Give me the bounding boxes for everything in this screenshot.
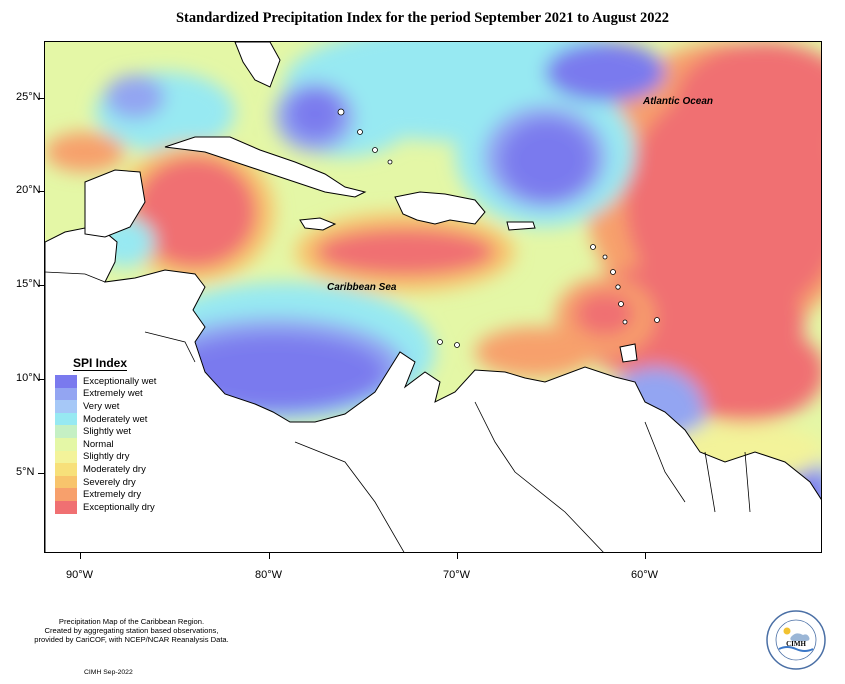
legend-swatch [55,400,77,413]
lat-label-20n: 20°N [16,184,41,196]
legend-swatch [55,463,77,476]
legend-row: Moderately dry [55,463,156,476]
caribbean-sea-label: Caribbean Sea [327,282,397,293]
legend-label: Slightly wet [83,426,132,438]
sun-icon [783,627,791,635]
legend-row: Extremely dry [55,488,156,501]
hispaniola [394,191,486,225]
land-masses [45,42,821,552]
jamaica [299,217,337,231]
lat-label-25n: 25°N [16,91,41,103]
lat-label-5n: 5°N [16,466,35,478]
legend-label: Extremely wet [83,388,143,400]
legend-label: Moderately wet [83,413,148,425]
map-footer: Precipitation Map of the Caribbean Regio… [19,617,244,645]
lat-tick [38,379,44,380]
lon-label-90w: 90°W [66,569,94,581]
lat-tick [38,285,44,286]
footer-line: Created by aggregating station based obs… [44,625,219,635]
legend-swatch [55,450,77,464]
spi-map-canvas: Atlantic Ocean Caribbean Sea [45,42,821,552]
lon-tick [80,553,81,559]
legend-label: Normal [83,438,114,450]
yucatan [84,169,146,238]
lon-label-80w: 80°W [255,569,283,581]
legend-swatch [55,412,77,426]
legend-row: Moderately wet [55,412,156,426]
spi-map: Atlantic Ocean Caribbean Sea [44,41,822,553]
legend-row: Normal [55,437,156,451]
legend-row: Slightly wet [55,425,156,438]
central-america-south-america [45,227,821,552]
legend-row: Exceptionally dry [55,500,156,514]
legend-swatch [55,475,77,489]
small-islands [337,108,660,348]
map-title: Standardized Precipitation Index for the… [175,10,669,26]
map-credit: CIMH Sep-2022 [84,669,133,676]
legend-swatch [55,437,77,451]
lat-tick [38,98,44,99]
country-borders [45,271,751,552]
lon-label-70w: 70°W [443,569,471,581]
legend-row: Exceptionally wet [55,375,156,388]
cimh-logo: CIMH [766,610,826,670]
lon-tick [457,553,458,559]
lon-tick [269,553,270,559]
lon-tick [645,553,646,559]
legend-swatch [55,375,77,388]
legend-label: Exceptionally dry [83,501,155,513]
puerto-rico [506,221,536,231]
legend-title: SPI Index [73,356,128,371]
legend-row: Extremely wet [55,387,156,401]
trinidad [619,343,638,363]
legend-swatch [55,500,77,514]
legend-row: Severely dry [55,475,156,489]
footer-line: provided by CariCOF, with NCEP/NCAR Rean… [34,634,229,644]
legend-label: Moderately dry [83,463,146,475]
lat-tick [38,473,44,474]
lat-label-15n: 15°N [16,278,41,290]
wave-icon [778,646,814,652]
legend-row: Slightly dry [55,450,156,464]
atlantic-ocean-label: Atlantic Ocean [642,96,713,107]
legend-swatch [55,387,77,401]
logo-text: CIMH [786,640,806,648]
lon-label-60w: 60°W [631,569,659,581]
legend-swatch [55,425,77,438]
florida [234,42,281,88]
legend-row: Very wet [55,400,156,413]
lat-tick [38,191,44,192]
legend-label: Severely dry [83,476,136,488]
footer-line: Precipitation Map of the Caribbean Regio… [58,617,205,626]
legend-label: Very wet [83,400,120,412]
precip-field-blobs [45,42,821,552]
legend-label: Extremely dry [83,489,142,501]
legend-items: Exceptionally wet Extremely wet Very wet Mo… [55,375,156,514]
cuba [164,136,367,198]
lat-label-10n: 10°N [16,372,41,384]
legend-label: Slightly dry [83,451,130,463]
legend-label: Exceptionally wet [83,375,157,387]
cloud-icon [790,633,810,641]
legend-swatch [55,488,77,501]
